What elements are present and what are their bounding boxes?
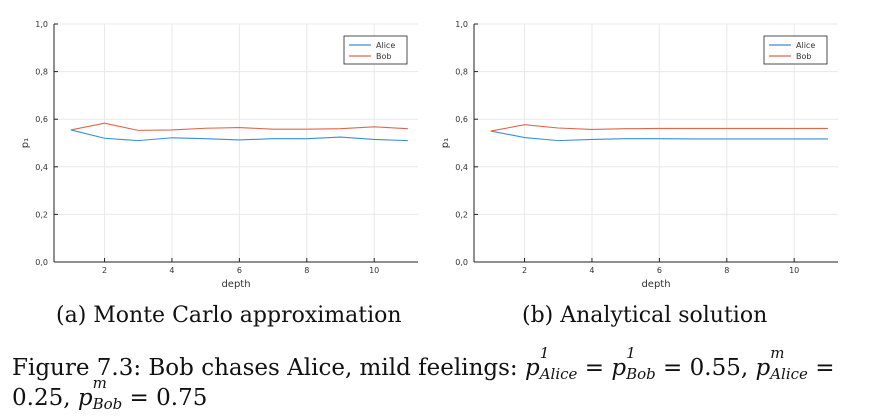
y-tick-label: 0,4 bbox=[35, 163, 48, 172]
chart-analytical: 0,0 0,2 0,4 0,6 0,8 1,0 2 4 6 8 10 depth p₁ Alice Bob bbox=[440, 20, 838, 290]
x-tick-label: 6 bbox=[237, 266, 242, 275]
x-tick-label: 8 bbox=[304, 266, 309, 275]
subcaption-b: (b) Analytical solution bbox=[522, 303, 768, 328]
x-tick-label: 4 bbox=[589, 266, 594, 275]
chart-monte-carlo: 0,0 0,2 0,4 0,6 0,8 1,0 2 4 6 8 10 depth p₁ Alice Bob bbox=[20, 20, 418, 290]
legend-box bbox=[763, 35, 828, 65]
figure-caption-prefix: Figure 7.3: Bob chases Alice, mild feeli… bbox=[12, 355, 525, 381]
y-tick-label: 0,2 bbox=[35, 210, 48, 219]
legend-label-alice: Alice bbox=[796, 41, 815, 50]
series-line-bob bbox=[70, 122, 408, 131]
y-tick-label: 0,4 bbox=[455, 163, 468, 172]
y-tick-label: 0,6 bbox=[35, 115, 48, 124]
legend-box bbox=[343, 35, 408, 65]
legend-label-bob: Bob bbox=[796, 52, 811, 61]
y-tick-label: 1,0 bbox=[35, 20, 48, 29]
y-tick-label: 0,0 bbox=[455, 258, 468, 267]
y-axis-label: p₁ bbox=[440, 138, 451, 148]
y-tick-label: 0,8 bbox=[455, 68, 468, 77]
x-tick-label: 8 bbox=[724, 266, 729, 275]
figure-caption: Figure 7.3: Bob chases Alice, mild feeli… bbox=[12, 344, 835, 413]
y-axis-label: p₁ bbox=[20, 138, 31, 148]
x-tick-label: 2 bbox=[102, 266, 107, 275]
subcaption-a: (a) Monte Carlo approximation bbox=[56, 303, 402, 328]
y-tick-label: 0,8 bbox=[35, 68, 48, 77]
y-tick-label: 0,2 bbox=[455, 210, 468, 219]
x-tick-label: 10 bbox=[369, 266, 379, 275]
y-tick-label: 1,0 bbox=[455, 20, 468, 29]
series-line-bob bbox=[490, 124, 828, 132]
x-axis-label: depth bbox=[221, 279, 250, 290]
y-tick-label: 0,0 bbox=[35, 258, 48, 267]
x-tick-label: 4 bbox=[169, 266, 174, 275]
legend-label-alice: Alice bbox=[376, 41, 395, 50]
x-tick-label: 6 bbox=[657, 266, 662, 275]
series-line-alice bbox=[70, 129, 408, 142]
y-tick-label: 0,6 bbox=[455, 115, 468, 124]
legend-label-bob: Bob bbox=[376, 52, 391, 61]
series-line-alice bbox=[490, 130, 828, 142]
x-tick-label: 2 bbox=[522, 266, 527, 275]
x-tick-label: 10 bbox=[789, 266, 799, 275]
x-axis-label: depth bbox=[641, 279, 670, 290]
